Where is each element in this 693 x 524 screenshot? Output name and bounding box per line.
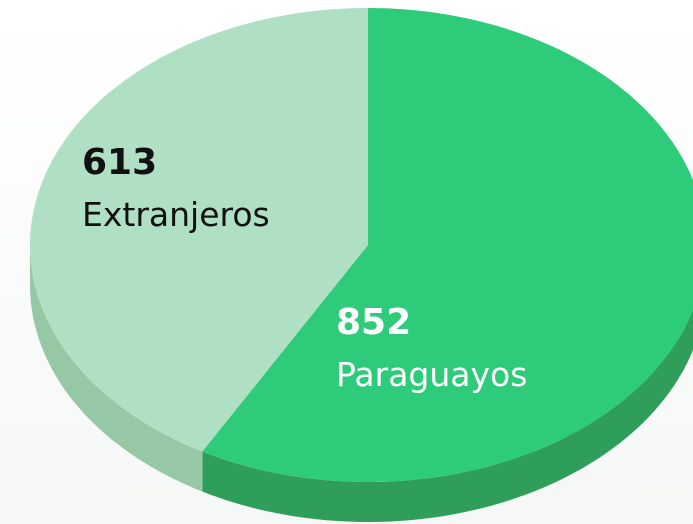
category-label: Paraguayos	[336, 355, 527, 394]
pie-slice	[30, 8, 368, 452]
category-label: Extranjeros	[82, 195, 270, 234]
pie-side	[30, 245, 203, 492]
pie-slice	[202, 8, 693, 482]
data-label: 613	[82, 142, 157, 183]
pie-side	[202, 310, 693, 522]
data-label: 852	[336, 302, 411, 343]
